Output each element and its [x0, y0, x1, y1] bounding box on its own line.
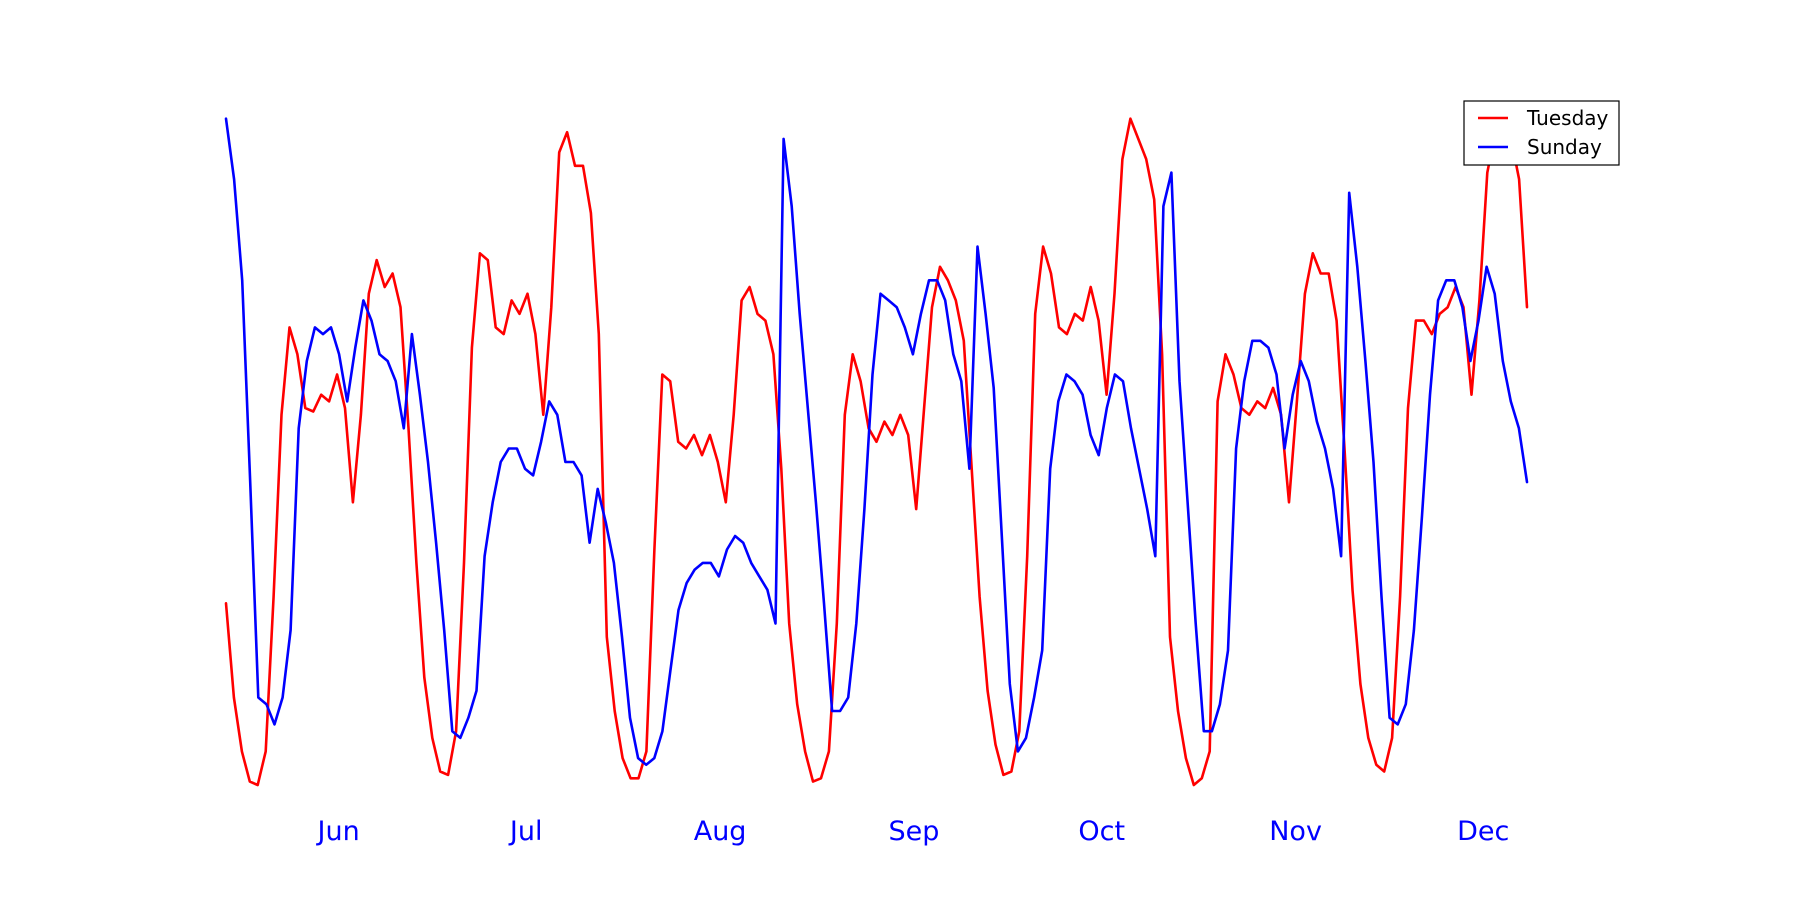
series-line-sunday — [224, 117, 1529, 767]
x-tick-label-aug: Aug — [694, 816, 747, 847]
series-line-tuesday — [224, 117, 1529, 787]
x-tick-label-jun: Jun — [316, 816, 360, 847]
x-tick-label-dec: Dec — [1457, 816, 1509, 847]
x-axis-tick-labels: Jun Jul Aug Sep Oct Nov Dec — [316, 816, 1510, 847]
x-tick-label-sep: Sep — [889, 816, 940, 847]
legend-box — [1463, 100, 1620, 166]
x-tick-label-jul: Jul — [508, 816, 543, 847]
legend-label-sunday: Sunday — [1527, 135, 1602, 159]
plot-area — [224, 117, 1529, 787]
x-tick-label-oct: Oct — [1078, 816, 1125, 847]
legend-label-tuesday: Tuesday — [1526, 106, 1609, 130]
x-tick-label-nov: Nov — [1269, 816, 1322, 847]
legend: Tuesday Sunday — [1463, 100, 1620, 166]
